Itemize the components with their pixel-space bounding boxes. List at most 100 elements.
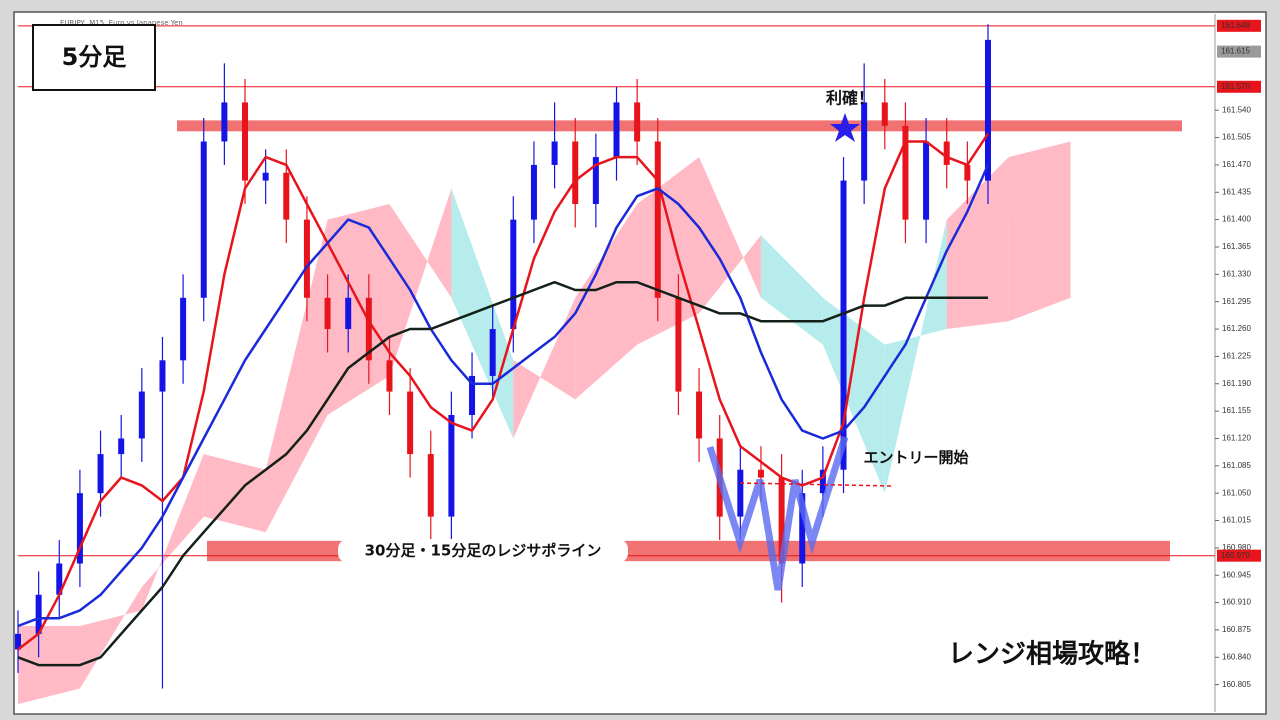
- candle-body: [840, 180, 847, 470]
- y-tick-label: 161.225: [1222, 352, 1251, 361]
- candle-body: [737, 469, 744, 517]
- y-tick-label: 161.155: [1222, 406, 1251, 415]
- y-tick-label: 161.330: [1222, 269, 1251, 278]
- price-marker-box: [1217, 80, 1261, 93]
- take-profit-star: [830, 113, 860, 142]
- w-pattern: [706, 435, 849, 591]
- candle-body: [799, 493, 806, 564]
- candle-body: [902, 125, 909, 220]
- cloud-fill: [699, 157, 761, 314]
- candle-body: [613, 102, 620, 158]
- cloud-fill: [141, 454, 204, 611]
- candle-body: [778, 477, 785, 564]
- y-tick-label: 160.805: [1222, 680, 1251, 689]
- candle-body: [159, 360, 166, 392]
- y-tick-label: 161.435: [1222, 187, 1251, 196]
- candle-body: [303, 219, 310, 298]
- headline: レンジ相場攻略！: [948, 639, 1156, 670]
- price-marker-label: 161.570: [1221, 82, 1250, 91]
- support-label-bg: [338, 539, 628, 564]
- cloud-fill: [637, 157, 700, 345]
- candle-body: [221, 102, 228, 142]
- price-marker-box: [1217, 19, 1261, 32]
- y-tick-label: 161.540: [1222, 105, 1251, 114]
- price-marker-label: 161.615: [1221, 47, 1250, 56]
- timeframe-label: 5分足: [62, 43, 127, 71]
- candle-body: [923, 141, 930, 220]
- candle-body: [283, 172, 290, 220]
- cloud-fill: [265, 219, 328, 533]
- y-tick-label: 160.945: [1222, 570, 1251, 579]
- y-tick-label: 161.050: [1222, 488, 1251, 497]
- candle-body: [881, 102, 888, 126]
- plot: [15, 24, 1215, 705]
- entry-label: エントリー開始: [863, 449, 968, 467]
- y-tick-label: 161.190: [1222, 379, 1251, 388]
- candle-body: [964, 164, 971, 181]
- cloud-fill: [946, 157, 1009, 330]
- candle-body: [407, 391, 414, 455]
- candle-body: [200, 141, 207, 298]
- cloud-fill: [513, 297, 576, 439]
- y-tick-label: 161.400: [1222, 215, 1251, 224]
- candle-body: [592, 157, 599, 205]
- candle-body: [510, 219, 517, 330]
- y-tick-label: 161.505: [1222, 133, 1251, 142]
- neckline: [739, 482, 894, 487]
- candle-body: [675, 297, 682, 392]
- candle-body: [76, 493, 83, 564]
- y-tick-label: 161.015: [1222, 516, 1251, 525]
- candle-body: [819, 469, 826, 494]
- candle-body: [469, 375, 476, 416]
- candle-body: [551, 141, 558, 165]
- candle-body: [35, 594, 42, 634]
- y-tick-label: 161.365: [1222, 242, 1251, 251]
- candle-body: [324, 297, 331, 330]
- cloud-fill: [79, 586, 142, 689]
- price-marker-label: 161.648: [1221, 21, 1250, 30]
- support-label: 30分足・15分足のレジサポライン: [365, 542, 602, 560]
- y-tick-label: 161.085: [1222, 461, 1251, 470]
- price-marker-label: 160.970: [1221, 551, 1250, 560]
- cloud-fill: [389, 188, 452, 376]
- candle-body: [654, 141, 661, 298]
- y-tick-label: 160.875: [1222, 625, 1251, 634]
- candle-body: [118, 438, 125, 455]
- candle-body: [943, 141, 950, 165]
- candle-body: [634, 102, 641, 142]
- candle-body: [427, 454, 434, 517]
- take-profit-label: 利確！: [826, 89, 874, 108]
- cloud-fill: [822, 297, 885, 494]
- y-tick-label: 160.910: [1222, 598, 1251, 607]
- candle-body: [138, 391, 145, 439]
- cloud-fill: [327, 204, 390, 416]
- y-tick-label: 161.260: [1222, 324, 1251, 333]
- y-tick-label: 161.295: [1222, 297, 1251, 306]
- price-marker-box: [1217, 45, 1261, 58]
- candle-body: [448, 415, 455, 517]
- candle-body: [97, 454, 104, 494]
- candle-body: [489, 329, 496, 376]
- moving-average: [17, 280, 988, 667]
- candle-body: [365, 297, 372, 361]
- timeframe-box: [32, 24, 156, 91]
- zone: [177, 120, 1182, 132]
- candle-body: [386, 360, 393, 392]
- candle-body: [15, 633, 21, 650]
- cloud-fill: [884, 219, 947, 494]
- chart-header: EURJPY, M15, Euro vs Japanese Yen: [60, 19, 183, 27]
- candle-body: [984, 39, 991, 181]
- y-tick-label: 161.120: [1222, 434, 1251, 443]
- cloud-fill: [760, 235, 823, 345]
- cloud-fill: [1008, 141, 1071, 322]
- cloud-fill: [451, 188, 514, 439]
- cloud-fill: [203, 454, 266, 533]
- candle-body: [696, 391, 703, 439]
- candle-body: [345, 297, 352, 330]
- moving-average: [17, 164, 990, 628]
- candle-body: [56, 563, 63, 595]
- candle-body: [572, 141, 579, 205]
- candle-body: [262, 172, 269, 181]
- candle-body: [861, 102, 868, 181]
